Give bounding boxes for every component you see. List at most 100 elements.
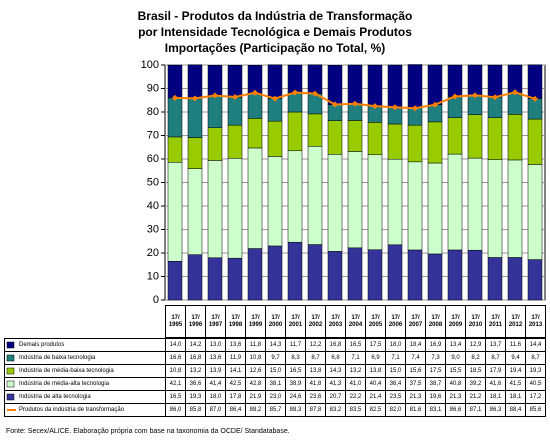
bar-segment (187, 254, 203, 301)
bar-segment (387, 158, 403, 246)
y-tick-label: 100 (141, 59, 159, 71)
table-cell: 10,8 (165, 364, 186, 378)
bar-segment (247, 147, 263, 249)
legend-label: Indústria de alta tecnologia (4, 390, 166, 404)
table-cell: 13,8 (365, 364, 386, 378)
table-cell: 20,7 (325, 390, 346, 404)
bar-segment (447, 117, 463, 155)
table-header: 17/ 1999 (245, 305, 266, 338)
legend-label: Indústria de baixa tecnologia (4, 351, 166, 365)
bar-segment (287, 150, 303, 243)
table-cell: 41,0 (345, 377, 366, 391)
table-cell: 15,0 (385, 364, 406, 378)
table-cell: 13,9 (205, 364, 226, 378)
table-cell: 16,5 (285, 364, 306, 378)
table-cell: 41,5 (505, 377, 526, 391)
bar-segment (347, 103, 363, 121)
table-cell: 13,0 (205, 338, 226, 352)
table-cell: 38,9 (285, 377, 306, 391)
table-cell: 13,2 (185, 364, 206, 378)
bar-segment (347, 64, 363, 105)
bar-segment (207, 127, 223, 161)
table-cell: 39,2 (465, 377, 486, 391)
table-cell: 42,1 (165, 377, 186, 391)
table-cell: 14,0 (165, 338, 186, 352)
line-marker (252, 89, 258, 96)
table-cell: 21,3 (445, 390, 466, 404)
table-cell: 87,8 (305, 403, 326, 417)
table-cell: 14,3 (325, 364, 346, 378)
bar-segment (227, 257, 243, 301)
table-cell: 15,6 (405, 364, 426, 378)
bar-segment (187, 137, 203, 169)
bar-segment (367, 154, 383, 250)
bar-segment (287, 241, 303, 301)
line-marker (192, 95, 198, 102)
bar-segment (187, 64, 203, 99)
plot-area (164, 64, 546, 301)
table-cell: 17,8 (225, 390, 246, 404)
table-header: 17/ 2012 (505, 305, 526, 338)
table-cell: 17,2 (525, 390, 546, 404)
bar-segment (267, 245, 283, 301)
table-cell: 11,9 (225, 351, 246, 365)
table-cell: 8,7 (525, 351, 546, 365)
table-header: 17/ 2013 (525, 305, 546, 338)
bar-segment (267, 98, 283, 122)
bar-segment (187, 97, 203, 138)
bar-segment (427, 162, 443, 255)
table-cell: 14,1 (225, 364, 246, 378)
table-cell: 8,3 (285, 351, 306, 365)
table-cell: 15,5 (445, 364, 466, 378)
bar-segment (327, 154, 343, 252)
bar-segment (407, 124, 423, 163)
bar-segment (487, 64, 503, 98)
table-cell: 14,3 (265, 338, 286, 352)
bar-segment (467, 95, 483, 115)
table-header: 17/ 2000 (265, 305, 286, 338)
line-marker (372, 103, 378, 110)
bar-segment (527, 118, 543, 165)
table-cell: 88,2 (245, 403, 266, 417)
table-cell: 8,7 (485, 351, 506, 365)
bar-segment (507, 159, 523, 258)
bar-segment (387, 64, 403, 108)
table-cell: 24,6 (285, 390, 306, 404)
table-cell: 41,4 (205, 377, 226, 391)
line-marker (432, 101, 438, 108)
bar-segment (347, 247, 363, 301)
bar-segment (367, 64, 383, 107)
table-cell: 82,5 (365, 403, 386, 417)
table-header: 17/ 1998 (225, 305, 246, 338)
bar-segment (507, 92, 523, 115)
table-cell: 42,5 (225, 377, 246, 391)
table-cell: 88,4 (505, 403, 526, 417)
table-cell: 23,6 (305, 390, 326, 404)
table-cell: 21,4 (365, 390, 386, 404)
table-cell: 87,0 (205, 403, 226, 417)
bar-segment (287, 64, 303, 93)
table-cell: 19,6 (425, 390, 446, 404)
bar-segment (167, 260, 183, 301)
bar-segment (387, 107, 403, 125)
table-cell: 16,9 (425, 338, 446, 352)
table-cell: 41,6 (485, 377, 506, 391)
bar-segment (387, 244, 403, 301)
line-marker (412, 105, 418, 112)
table-cell: 88,3 (285, 403, 306, 417)
table-cell: 86,3 (485, 403, 506, 417)
table-header: 17/ 2008 (425, 305, 446, 338)
legend-label: Indústria de média-alta tecnologia (4, 377, 166, 391)
table-cell: 13,8 (305, 364, 326, 378)
chart-title: Importações (Participação no Total, %) (165, 41, 386, 55)
bar-segment (287, 111, 303, 152)
bar-segment (247, 118, 263, 149)
bar-segment (247, 248, 263, 301)
bar-segment (427, 64, 443, 105)
bar-segment (207, 257, 223, 301)
table-cell: 17,5 (425, 364, 446, 378)
bar-segment (467, 249, 483, 301)
table-cell: 21,2 (465, 390, 486, 404)
bar-segment (447, 96, 463, 118)
bar-segment (307, 113, 323, 147)
